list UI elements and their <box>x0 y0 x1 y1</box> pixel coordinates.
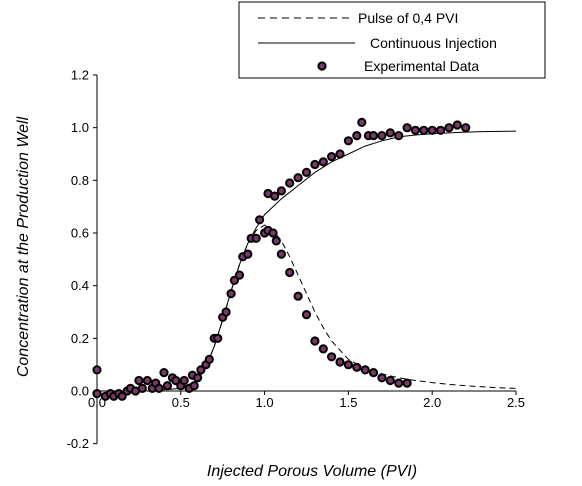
experimental-data-point <box>293 173 303 183</box>
experimental-data-point <box>377 373 387 383</box>
experimental-data-point <box>419 125 429 135</box>
y-tick-label: 0.0 <box>71 384 89 399</box>
experimental-data-point <box>162 381 172 391</box>
experimental-data-point <box>436 125 446 135</box>
y-tick-label: -0.2 <box>67 436 89 451</box>
experimental-data-point <box>137 383 147 393</box>
series-markers <box>92 117 471 401</box>
experimental-data-point <box>234 270 245 280</box>
legend: Pulse of 0,4 PVI Continuous Injection Ex… <box>238 1 546 79</box>
experimental-data-point <box>229 275 239 285</box>
experimental-data-point <box>301 167 312 177</box>
x-tick-label: 1.5 <box>339 395 357 410</box>
experimental-data-point <box>189 381 199 391</box>
experimental-data-point <box>221 307 231 317</box>
legend-label-pulse: Pulse of 0,4 PVI <box>358 10 458 26</box>
experimental-data-point <box>368 368 379 378</box>
experimental-data-point <box>427 125 437 135</box>
experimental-data-point <box>92 365 102 375</box>
experimental-data-point <box>271 236 281 246</box>
experimental-data-point <box>327 352 337 362</box>
experimental-data-point <box>461 123 471 133</box>
experimental-data-point <box>394 378 404 388</box>
y-tick-label: 0.4 <box>71 278 89 293</box>
experimental-data-point <box>318 157 328 167</box>
experimental-data-point <box>134 375 144 386</box>
experimental-data-point <box>270 191 280 201</box>
experimental-data-point <box>352 131 362 141</box>
experimental-data-point <box>226 289 236 299</box>
experimental-data-point <box>394 131 404 141</box>
experimental-data-point <box>452 120 462 130</box>
experimental-data-point <box>251 233 261 243</box>
y-tick-label: 1.2 <box>71 68 89 83</box>
x-ticks: 0.0 0.5 1.0 1.5 2.0 2.5 <box>88 391 525 410</box>
y-tick-label: 0.8 <box>71 173 89 188</box>
experimental-data-point <box>310 336 320 346</box>
y-tick-label: 0.6 <box>71 226 89 241</box>
experimental-data-point <box>343 360 353 370</box>
y-tick-label: 1.0 <box>71 120 89 135</box>
experimental-data-point <box>179 375 189 386</box>
experimental-data-point <box>193 373 203 383</box>
experimental-data-point <box>276 249 286 259</box>
experimental-data-point <box>293 291 303 301</box>
experimental-data-point <box>213 333 223 343</box>
experimental-data-point <box>402 378 412 388</box>
y-tick-label: 0.2 <box>71 331 89 346</box>
experimental-data-point <box>357 117 367 128</box>
x-tick-label: 2.5 <box>507 395 525 410</box>
plot-area: -0.2 0.0 0.2 0.4 0.6 0.8 1.0 1.2 0.0 0.5 1.0 1.5 2.… <box>67 68 525 452</box>
x-tick-label: 1.0 <box>256 395 274 410</box>
experimental-data-point <box>159 368 169 378</box>
experimental-data-point <box>285 267 295 278</box>
experimental-data-point <box>410 125 420 135</box>
x-tick-label: 0.5 <box>172 395 190 410</box>
y-ticks: -0.2 0.0 0.2 0.4 0.6 0.8 1.0 1.2 <box>67 68 97 451</box>
experimental-data-point <box>142 375 152 386</box>
pulse-series-line <box>97 224 517 392</box>
legend-swatch-experimental <box>317 61 327 71</box>
experimental-data-point <box>243 249 253 259</box>
experimental-data-point <box>335 149 345 159</box>
experimental-data-point <box>352 362 362 372</box>
experimental-data-point <box>335 357 345 367</box>
legend-label-experimental: Experimental Data <box>364 58 479 74</box>
experimental-data-point <box>318 344 328 354</box>
experimental-data-point <box>92 389 102 399</box>
experimental-data-point <box>310 159 320 170</box>
experimental-data-point <box>171 375 181 386</box>
experimental-data-point <box>268 228 278 238</box>
experimental-data-point <box>196 365 206 375</box>
experimental-data-point <box>204 354 214 364</box>
experimental-data-point <box>377 131 387 141</box>
experimental-data-point <box>385 128 395 138</box>
experimental-data-point <box>117 391 127 401</box>
experimental-data-point <box>343 136 353 146</box>
experimental-data-point <box>327 152 337 162</box>
experimental-data-point <box>301 310 312 320</box>
experimental-data-point <box>154 383 164 393</box>
experimental-data-point <box>368 131 379 141</box>
experimental-data-point <box>255 215 265 225</box>
y-axis-title: Concentration at the Production Well <box>15 116 32 377</box>
legend-label-continuous: Continuous Injection <box>370 35 497 51</box>
experimental-data-point <box>444 123 454 133</box>
experimental-data-point <box>285 178 295 188</box>
x-axis-title: Injected Porous Volume (PVI) <box>207 463 417 480</box>
legend-box <box>238 1 546 79</box>
experimental-data-point <box>276 186 286 196</box>
x-tick-label: 2.0 <box>423 395 441 410</box>
experimental-data-point <box>385 375 395 386</box>
experimental-data-point <box>360 365 370 375</box>
experimental-data-point <box>402 123 412 133</box>
